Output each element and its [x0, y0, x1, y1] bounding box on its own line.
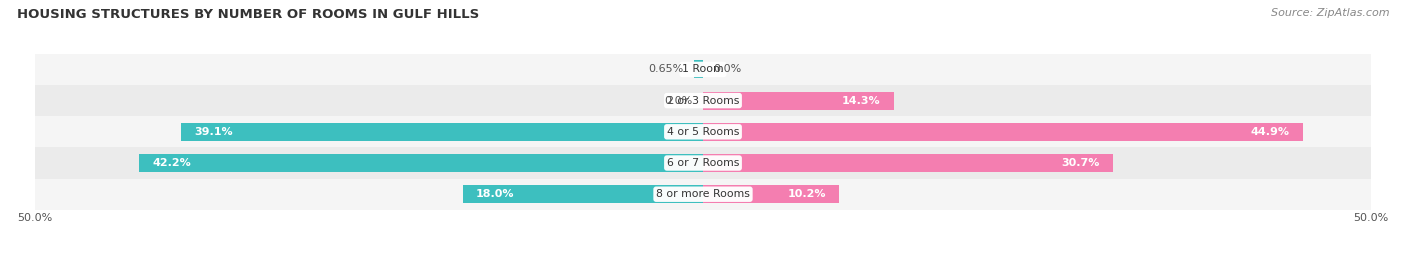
Bar — [35, 85, 1371, 116]
Text: 4 or 5 Rooms: 4 or 5 Rooms — [666, 127, 740, 137]
Bar — [35, 116, 1371, 147]
Text: 44.9%: 44.9% — [1250, 127, 1289, 137]
Bar — [35, 54, 1371, 85]
Text: 6 or 7 Rooms: 6 or 7 Rooms — [666, 158, 740, 168]
Text: 0.0%: 0.0% — [664, 95, 692, 106]
Text: 42.2%: 42.2% — [153, 158, 191, 168]
Bar — [703, 185, 839, 203]
Bar — [139, 154, 703, 172]
Text: 39.1%: 39.1% — [194, 127, 233, 137]
Text: HOUSING STRUCTURES BY NUMBER OF ROOMS IN GULF HILLS: HOUSING STRUCTURES BY NUMBER OF ROOMS IN… — [17, 8, 479, 21]
Text: 10.2%: 10.2% — [787, 189, 825, 199]
Bar — [35, 147, 1371, 179]
Bar — [703, 123, 1303, 141]
Text: Source: ZipAtlas.com: Source: ZipAtlas.com — [1271, 8, 1389, 18]
Text: 8 or more Rooms: 8 or more Rooms — [657, 189, 749, 199]
Text: 14.3%: 14.3% — [842, 95, 880, 106]
Text: 2 or 3 Rooms: 2 or 3 Rooms — [666, 95, 740, 106]
Text: 18.0%: 18.0% — [475, 189, 515, 199]
Text: 0.0%: 0.0% — [714, 64, 742, 75]
Bar — [703, 91, 894, 110]
Text: 30.7%: 30.7% — [1062, 158, 1099, 168]
Bar — [181, 123, 703, 141]
Text: 1 Room: 1 Room — [682, 64, 724, 75]
Bar — [35, 179, 1371, 210]
Text: 0.65%: 0.65% — [648, 64, 683, 75]
Bar — [695, 60, 703, 79]
Bar — [703, 154, 1114, 172]
Bar — [463, 185, 703, 203]
